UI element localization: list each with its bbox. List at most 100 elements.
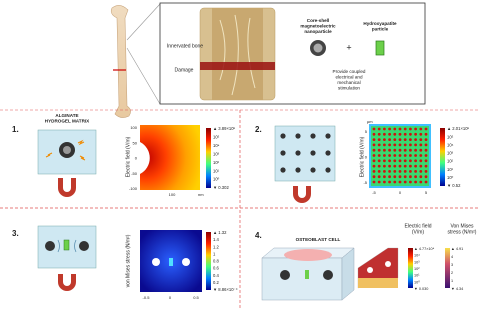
field-dot — [425, 133, 428, 136]
nanoparticle-dot — [325, 167, 330, 172]
colorbar — [440, 128, 445, 186]
colorbar-label: 1.4 — [213, 237, 219, 242]
colorbar-label: 2 — [451, 271, 453, 275]
field-dot — [383, 128, 386, 131]
caption: mechanical — [337, 80, 360, 85]
field-dot — [383, 170, 386, 173]
field-dot — [373, 138, 376, 141]
field-dot — [393, 144, 396, 147]
field-dot — [373, 128, 376, 131]
field-dot — [388, 149, 391, 152]
caption: electrical and — [335, 75, 363, 80]
field-dot — [383, 133, 386, 136]
field-dot — [383, 165, 386, 168]
field-dot — [399, 170, 402, 173]
y-tick-label: 5 — [365, 129, 368, 134]
y-tick-label: 100 — [130, 125, 137, 130]
field-dot — [425, 149, 428, 152]
colorbar-label: 1 — [213, 251, 216, 256]
particle-icon — [376, 41, 384, 55]
axis-title: (V/m) — [412, 229, 425, 235]
field-dot — [378, 165, 381, 168]
panel-number: 1. — [12, 125, 19, 134]
field-dot — [383, 149, 386, 152]
field-dot — [409, 128, 412, 131]
magnet — [58, 274, 76, 291]
colorbar — [445, 248, 450, 288]
axis-title: von Mises stress (N/m²) — [125, 234, 131, 287]
field-dot — [409, 181, 412, 184]
field-dot — [414, 159, 417, 162]
colorbar-label: ▼ 0.030 — [414, 287, 428, 291]
nanoparticle-dot — [325, 150, 330, 155]
field-dot — [373, 175, 376, 178]
nanoparticle-dot — [310, 150, 315, 155]
field-dot — [409, 138, 412, 141]
field-dot — [388, 144, 391, 147]
colorbar-label: ▼ 0.302 — [213, 185, 229, 190]
field-dot — [383, 144, 386, 147]
colorbar-label: ▲ 1.32 — [213, 230, 227, 235]
nanoparticle-dot — [295, 133, 300, 138]
field-dot — [425, 154, 428, 157]
field-dot — [388, 154, 391, 157]
nanoparticle-label: magnetoelectric — [300, 24, 336, 29]
nanoparticle-icon — [314, 44, 323, 53]
caption: Provide coupled — [333, 69, 366, 74]
colorbar-label: 10⁰ — [447, 175, 454, 180]
field-dot — [414, 170, 417, 173]
field-dot — [419, 144, 422, 147]
nanoparticle-dot — [310, 133, 315, 138]
colorbar-label: 10¹ — [447, 167, 454, 172]
field-dot — [419, 165, 422, 168]
colorbar-label: ▲ 2.01×10⁵ — [447, 126, 470, 131]
field-dot — [419, 181, 422, 184]
panel-label: ALGINATE — [55, 113, 78, 118]
field-dot — [419, 138, 422, 141]
colorbar-label: 10³ — [414, 260, 420, 264]
field-dot — [409, 144, 412, 147]
field-dot — [425, 170, 428, 173]
field-dot — [414, 181, 417, 184]
colorbar — [408, 248, 413, 288]
field-dot — [419, 128, 422, 131]
panel-label: OSTEOBLAST CELL — [296, 237, 341, 242]
field-dot — [378, 154, 381, 157]
field-dot — [404, 154, 407, 157]
field-dot — [399, 149, 402, 152]
colorbar-label: 10⁵ — [447, 134, 454, 139]
panel-number: 3. — [12, 229, 19, 238]
field-dot — [388, 170, 391, 173]
field-dot — [388, 165, 391, 168]
field-dot — [388, 128, 391, 131]
field-dot — [409, 159, 412, 162]
colorbar-label: 10⁴ — [447, 142, 454, 147]
field-dot — [378, 149, 381, 152]
field-dot — [393, 175, 396, 178]
field-dot — [388, 175, 391, 178]
field-dot — [414, 133, 417, 136]
colorbar-label: 10⁵ — [213, 135, 220, 140]
field-dot — [425, 175, 428, 178]
field-dot — [393, 159, 396, 162]
panel-label: HYDROGEL MATRIX — [45, 119, 90, 124]
field-dot — [393, 138, 396, 141]
field-dot — [388, 133, 391, 136]
colorbar-label: 10¹ — [213, 168, 220, 173]
colorbar — [206, 232, 211, 290]
y-tick-label: -5 — [363, 180, 367, 185]
magnet — [293, 186, 311, 203]
magnet — [58, 178, 76, 197]
field-dot — [393, 128, 396, 131]
colorbar-label: 10⁰ — [414, 280, 420, 284]
y-tick-label: 0 — [365, 155, 368, 160]
field-dot — [404, 149, 407, 152]
colorbar-label: 0.2 — [213, 280, 219, 285]
nanoparticle-dot — [280, 133, 285, 138]
field-dot — [378, 133, 381, 136]
field-dot — [399, 154, 402, 157]
colorbar-label: 10⁰ — [213, 177, 220, 182]
field-dot — [399, 144, 402, 147]
field-dot — [399, 181, 402, 184]
field-dot — [419, 154, 422, 157]
